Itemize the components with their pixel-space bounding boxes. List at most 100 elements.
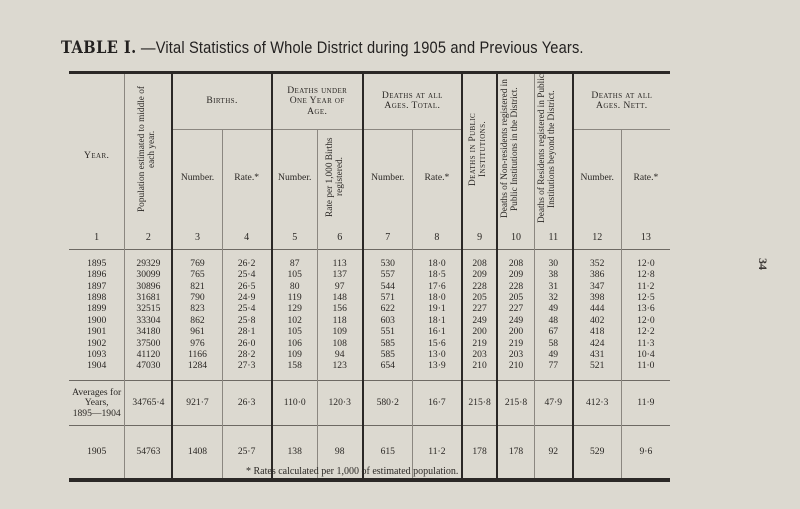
table-cell: 19·1 [411, 304, 462, 316]
column-number: 13 [620, 227, 670, 250]
table-cell: 1284 [171, 361, 223, 373]
table-cell: 11·2 [411, 425, 462, 481]
column-number: 3 [171, 227, 223, 250]
table-row: 1899 32515 823 25·4 129 156 622 19·1 227 227 49 444… [69, 303, 670, 316]
table-cell: 1166 [171, 349, 223, 361]
table-cell: 24·9 [221, 292, 272, 304]
header-births-number: Number. [171, 129, 223, 228]
column-number: 5 [270, 227, 318, 250]
table-cell [533, 372, 573, 381]
table-cell: 12·8 [620, 269, 670, 282]
table-cell: 1898 [87, 292, 107, 304]
table-cell: 10·4 [620, 349, 670, 361]
table-cell: 205 [496, 292, 535, 304]
table-cell [460, 372, 498, 381]
table-cell: 25·4 [221, 269, 272, 282]
header-deaths-all-nett: Deaths at all Ages. Nett. [571, 72, 670, 130]
table-cell: 98 [316, 425, 363, 481]
table-cell: 27·3 [221, 361, 272, 373]
table-cell: 228 [496, 281, 535, 293]
table-cell [171, 372, 223, 381]
table-cell: 26·0 [221, 338, 272, 350]
table-cell: 921·7 [171, 380, 223, 426]
table-cell: 48 [533, 315, 573, 327]
averages-label: Averages for Years, 1895—1904 [69, 380, 125, 426]
table-cell: 30099 [124, 269, 173, 282]
table-cell: 18·1 [411, 315, 462, 327]
table-cell: 521 [571, 361, 622, 373]
table-cell: 1901 [87, 326, 107, 338]
table-row: 1093 41120 1166 28·2 109 94 585 13·0 203 203 49 431… [69, 349, 670, 361]
table-cell: 32515 [124, 304, 173, 316]
table-cell: 13·0 [411, 349, 462, 361]
table-cell: 603 [361, 315, 413, 327]
table-cell: 25·7 [221, 425, 272, 481]
table-cell: 11·0 [620, 361, 670, 373]
table-cell: 1899 [87, 303, 107, 315]
table-cell: 200 [496, 326, 535, 339]
table-cell: 77 [533, 361, 573, 373]
table-cell: 203 [460, 349, 498, 361]
table-cell: 18·0 [411, 292, 462, 304]
table-cell: 200 [460, 326, 498, 339]
averages-label-line: Years, [84, 397, 109, 409]
table-cell: 769 [171, 258, 223, 270]
table-cell: 210 [496, 361, 535, 373]
table-cell: 823 [171, 304, 223, 316]
table-cell: 26·3 [221, 380, 272, 426]
table-cell: 585 [361, 338, 413, 350]
table-cell: 444 [571, 304, 622, 316]
table-cell: 41120 [124, 349, 173, 361]
table-cell: 402 [571, 315, 622, 327]
table-cell: 102 [270, 315, 318, 327]
header-population: Population estimated to middle of each y… [124, 72, 173, 228]
table-cell: 585 [361, 349, 413, 361]
averages-label-line: Averages for [72, 386, 122, 398]
table-cell [124, 372, 173, 381]
table-cell: 49 [533, 304, 573, 316]
table-cell: 11·9 [620, 380, 670, 426]
header-deaths-non-residents: Deaths of Non-residents registered in Pu… [496, 72, 535, 228]
footnote: * Rates calculated per 1,000 of estimate… [246, 466, 459, 477]
table-cell: 529 [571, 425, 622, 481]
table-cell: 38 [533, 269, 573, 282]
table-cell: 28·2 [221, 349, 272, 361]
averages-row: Averages for Years, 1895—1904 34765·4 921·7 2… [69, 380, 670, 426]
table-cell: 16·7 [411, 380, 462, 426]
table-cell: 54763 [124, 425, 173, 481]
table-cell: 1900 [87, 314, 107, 326]
table-cell: 209 [460, 269, 498, 282]
header-deaths-total-number: Number. [361, 129, 413, 228]
table-cell: 58 [533, 338, 573, 350]
table-cell: 26·5 [221, 281, 272, 293]
table-cell: 31681 [124, 292, 173, 304]
table-cell: 227 [496, 304, 535, 316]
header-deaths-nett-number: Number. [571, 129, 622, 228]
current-year-row: 1905 54763 1408 25·7 138 98 615 11·2 178 178 92 529… [69, 425, 670, 481]
table-cell: 203 [496, 349, 535, 361]
table-cell: 228 [460, 281, 498, 293]
table-row: 1904 47030 1284 27·3 158 123 654 13·9 210 210 77 52… [69, 361, 670, 373]
column-number: 1 [94, 232, 100, 244]
column-number: 11 [533, 227, 573, 250]
table-cell: 12·0 [620, 258, 670, 270]
table-cell: 12·0 [620, 315, 670, 327]
table-cell: 18·0 [411, 258, 462, 270]
table-cell [221, 372, 272, 381]
table-cell: 178 [496, 425, 535, 481]
table-cell: 33304 [124, 315, 173, 327]
table-cell: 67 [533, 326, 573, 339]
table-row: 1901 34180 961 28·1 105 109 551 16·1 200 200 67 418… [69, 326, 670, 339]
table-cell: 28·1 [221, 326, 272, 339]
table-cell [496, 372, 535, 381]
table-row: 1902 37500 976 26·0 106 108 585 15·6 219 219 58 424… [69, 338, 670, 350]
table-cell: 208 [460, 258, 498, 270]
table-title-label: TABLE I. [61, 38, 137, 58]
table-cell: 34765·4 [124, 380, 173, 426]
table-cell: 30896 [124, 281, 173, 293]
table-cell: 109 [270, 349, 318, 361]
table-cell: 108 [316, 338, 363, 350]
table-cell: 47030 [124, 361, 173, 373]
table-cell: 16·1 [411, 326, 462, 339]
table-cell: 97 [316, 281, 363, 293]
